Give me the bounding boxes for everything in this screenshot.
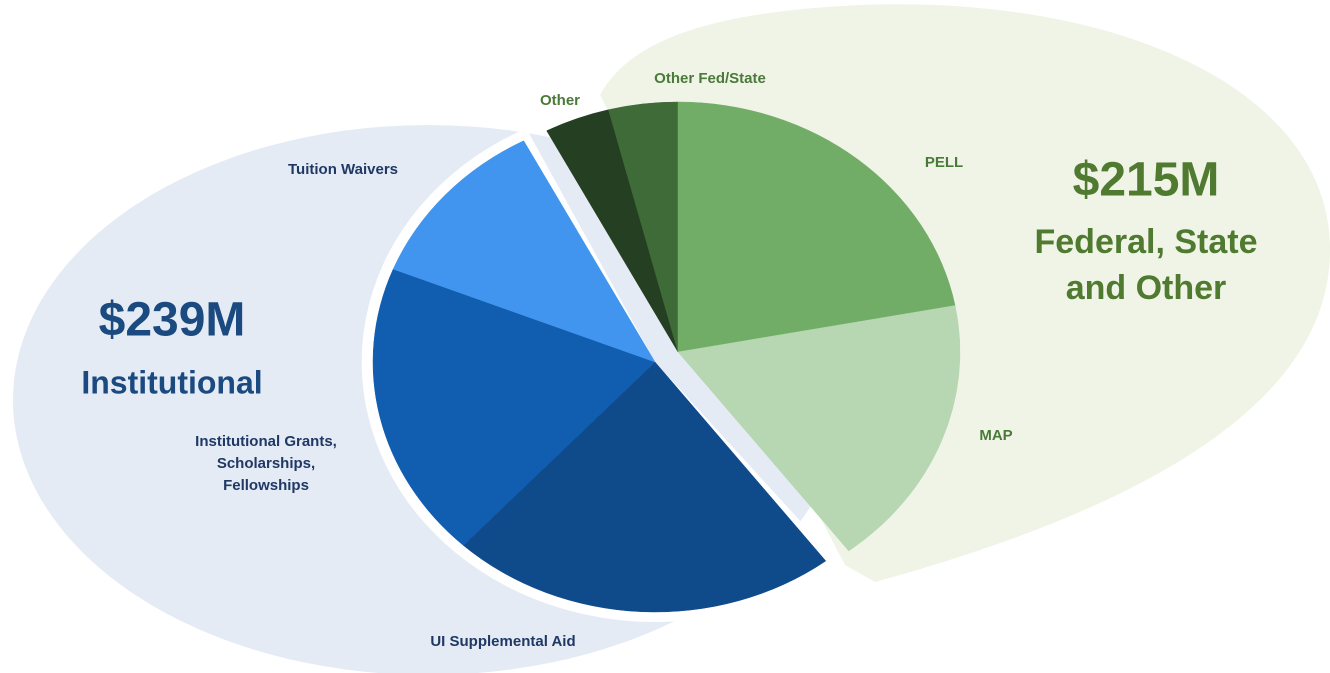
pie-slice — [392, 140, 656, 363]
slice-label: Institutional Grants, Scholarships, Fell… — [195, 433, 337, 494]
slice-label: PELL — [924, 154, 964, 171]
group-total: $215M — [1072, 153, 1220, 207]
slice-label: Tuition Waivers — [287, 161, 399, 178]
slice-label: MAP — [979, 427, 1013, 444]
pie-slice — [677, 101, 956, 353]
group-name: Federal, State and Other — [1034, 223, 1258, 307]
slice-label: Other — [539, 92, 581, 109]
slice-label: UI Supplemental Aid — [430, 633, 576, 650]
slice-label: Other Fed/State — [654, 70, 766, 87]
pie-slice — [372, 268, 656, 546]
group-total: $239M — [98, 293, 246, 347]
group-name: Institutional — [81, 364, 263, 401]
pie-slice — [677, 305, 961, 552]
pie-slice — [462, 361, 827, 613]
